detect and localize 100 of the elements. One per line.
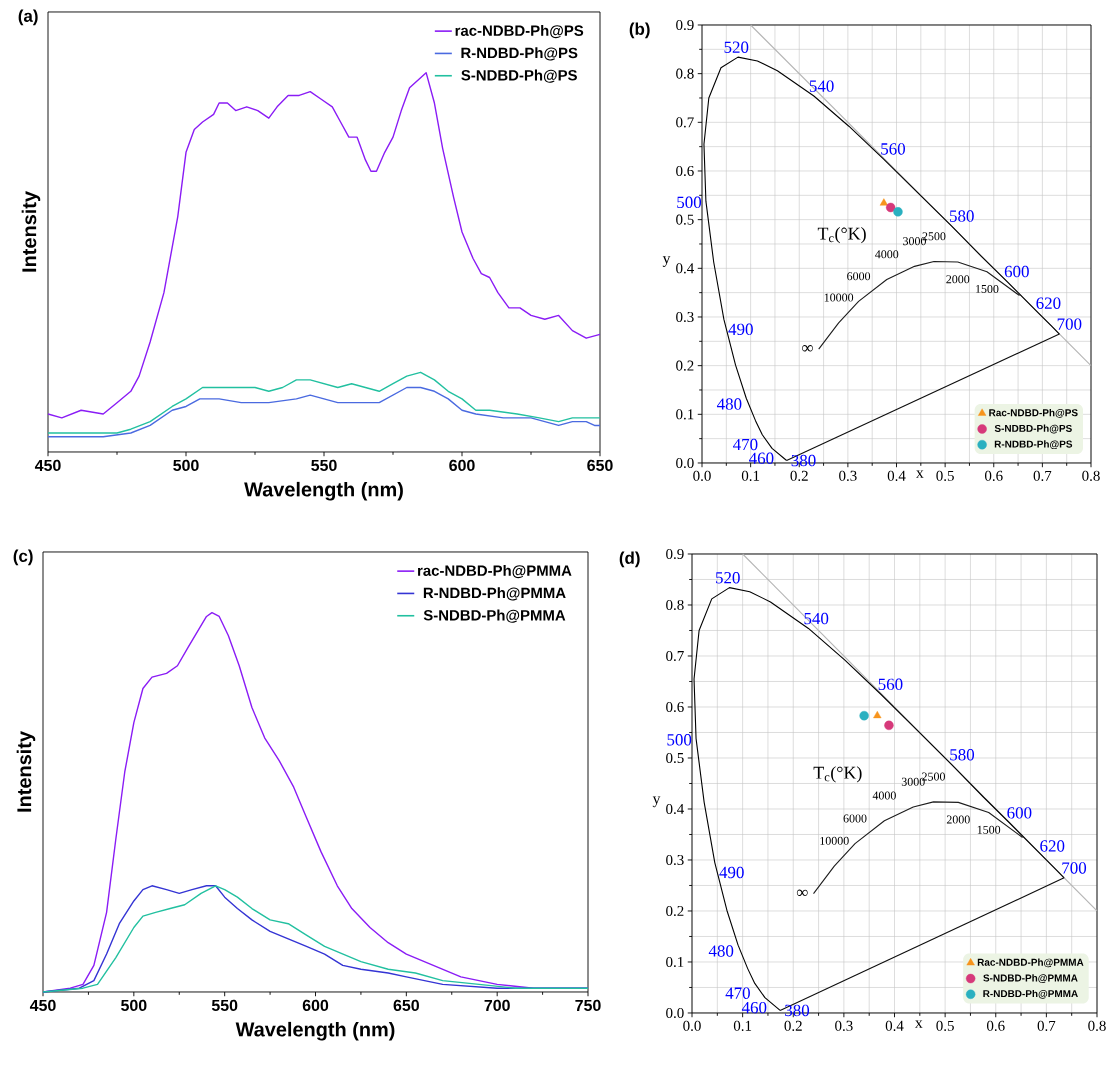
annotation: 620 <box>1036 297 1061 309</box>
x-tick-label: 750 <box>575 999 601 1012</box>
legend-label: R-NDBD-Ph@PMMA <box>983 989 1078 999</box>
annotation: 380 <box>785 1004 810 1017</box>
annotation: 520 <box>716 572 740 584</box>
annotation: 490 <box>719 866 744 879</box>
legend-label: Rac-NDBD-Ph@PMMA <box>977 958 1084 968</box>
x-tick-label: 500 <box>121 999 147 1012</box>
annotation: 470 <box>733 438 758 451</box>
annotation: 470 <box>725 987 750 999</box>
annotation: 10000 <box>824 293 854 302</box>
annotation: 1500 <box>977 825 1001 834</box>
y-axis-title: y <box>662 256 671 267</box>
annotation: 2000 <box>946 275 970 284</box>
chart-title: (b) <box>629 22 650 39</box>
legend-label: S-NDBD-Ph@PS <box>461 69 577 83</box>
x-tick-label: 0.5 <box>936 1020 954 1031</box>
chart-title: (a) <box>18 9 38 26</box>
annotation: 560 <box>878 678 903 691</box>
annotation: T$_{c}$(°K) <box>817 227 866 244</box>
annotation: 540 <box>804 612 829 625</box>
y-tick-label: 0.6 <box>666 701 684 713</box>
annotation: 540 <box>809 80 834 92</box>
y-tick-label: 0.6 <box>676 165 694 177</box>
annotation: 2000 <box>946 815 970 824</box>
x-tick-label: 0.1 <box>733 1020 752 1031</box>
legend-label: R-NDBD-Ph@PS <box>461 47 578 61</box>
x-tick-label: 0.0 <box>683 1020 701 1031</box>
y-tick-label: 0.4 <box>676 263 694 274</box>
annotation: 6000 <box>843 814 867 823</box>
x-tick-label: 0.7 <box>1033 470 1052 481</box>
x-tick-label: 0.8 <box>1082 470 1100 481</box>
x-tick-label: 600 <box>449 459 475 472</box>
x-tick-label: 450 <box>29 999 56 1012</box>
x-tick-label: 550 <box>211 999 238 1012</box>
y-tick-label: 0.2 <box>676 360 694 371</box>
y-axis-title: Intensity <box>21 191 41 272</box>
x-tick-label: 450 <box>34 459 61 472</box>
x-tick-label: 0.4 <box>885 1020 904 1031</box>
annotation: 580 <box>950 748 975 761</box>
y-axis-title: y <box>652 796 661 808</box>
x-tick-label: 0.4 <box>887 470 906 481</box>
annotation: 600 <box>1004 265 1029 278</box>
x-tick-label: 0.8 <box>1088 1020 1106 1031</box>
x-axis-title: Wavelength (nm) <box>244 481 403 501</box>
annotation: 500 <box>667 734 692 746</box>
y-tick-label: 0.8 <box>666 599 684 611</box>
y-tick-label: 0.1 <box>676 409 694 420</box>
x-axis-title: x <box>916 470 924 478</box>
annotation: 490 <box>728 323 753 336</box>
y-tick-label: 0.3 <box>676 311 694 323</box>
y-tick-label: 0.2 <box>666 905 684 917</box>
x-tick-label: 700 <box>484 999 510 1012</box>
chart-title: (c) <box>13 549 33 566</box>
y-axis-title: Intensity <box>16 731 36 812</box>
annotation: 380 <box>791 454 816 467</box>
annotation: 480 <box>708 945 734 957</box>
annotation: 700 <box>1062 862 1087 874</box>
y-tick-label: 0.7 <box>666 650 684 662</box>
chart-title: (d) <box>619 551 640 568</box>
x-tick-label: 600 <box>302 999 329 1012</box>
annotation: 4000 <box>875 250 899 259</box>
x-tick-label: 0.6 <box>986 1020 1005 1031</box>
y-tick-label: 0.7 <box>676 117 694 128</box>
legend-label: R-NDBD-Ph@PMMA <box>423 587 566 601</box>
annotation: ∞ <box>802 345 813 352</box>
y-tick-label: 0.9 <box>666 548 684 560</box>
x-tick-label: 500 <box>173 459 199 472</box>
x-tick-label: 0.0 <box>693 470 711 481</box>
annotation: 6000 <box>847 272 871 281</box>
x-tick-label: 0.3 <box>839 470 857 481</box>
legend-label: Rac-NDBD-Ph@PS <box>989 408 1078 418</box>
annotation: 460 <box>741 1001 767 1014</box>
legend-label: rac-NDBD-Ph@PMMA <box>418 564 572 579</box>
x-tick-label: 0.7 <box>1037 1020 1056 1031</box>
x-tick-label: 0.2 <box>790 470 808 481</box>
x-tick-label: 650 <box>393 999 419 1012</box>
y-tick-label: 0.1 <box>666 956 684 968</box>
legend-label: S-NDBD-Ph@PMMA <box>423 609 566 623</box>
legend-label: rac-NDBD-Ph@PS <box>455 24 584 39</box>
x-tick-label: 0.1 <box>741 470 760 481</box>
y-tick-label: 0.3 <box>666 854 684 866</box>
x-tick-label: 650 <box>587 459 613 472</box>
y-tick-label: 0.9 <box>676 19 694 31</box>
annotation: 10000 <box>820 836 849 845</box>
annotation: 500 <box>677 196 702 209</box>
x-axis-title: x <box>914 1020 923 1028</box>
x-tick-label: 0.6 <box>984 470 1003 481</box>
annotation: 560 <box>881 143 906 155</box>
y-tick-label: 0.5 <box>676 214 694 225</box>
annotation: T$_{c}$(°K) <box>813 766 862 783</box>
legend-label: R-NDBD-Ph@PS <box>994 440 1073 450</box>
annotation: 1500 <box>976 284 999 293</box>
x-axis-title: Wavelength (nm) <box>235 1021 395 1041</box>
annotation: ∞ <box>796 889 808 897</box>
annotation: 460 <box>749 452 774 465</box>
annotation: 580 <box>950 210 974 222</box>
x-tick-label: 0.2 <box>784 1020 802 1031</box>
annotation: 520 <box>724 41 749 53</box>
y-tick-label: 0.5 <box>666 752 684 764</box>
